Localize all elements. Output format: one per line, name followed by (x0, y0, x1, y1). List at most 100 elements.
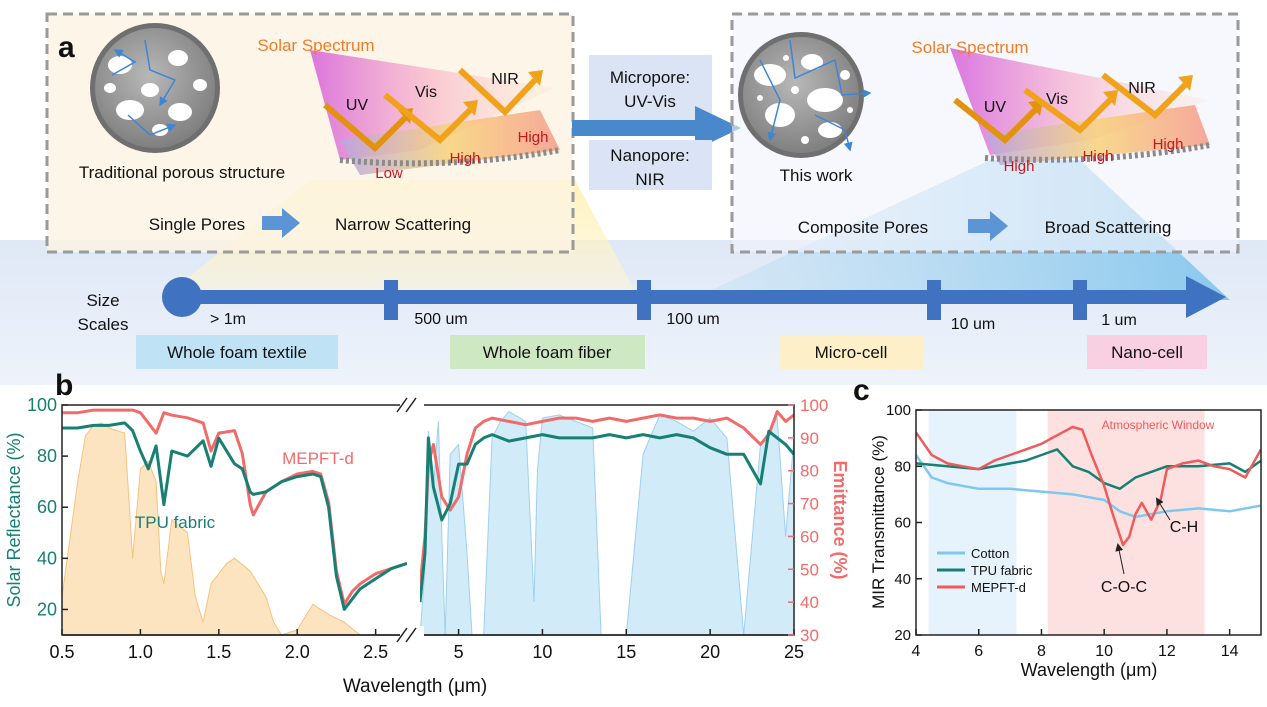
c-legend-mepft: MEPFT-d (971, 580, 1026, 595)
c-xtick-label: 12 (1158, 643, 1176, 660)
c-ytick-label: 20 (894, 627, 911, 644)
c-line-cotton (916, 454, 1261, 519)
single-pores-label: Single Pores (149, 215, 245, 234)
panel-a: a Traditional porous structure Solar Spe… (0, 12, 1267, 385)
b-line-tpu-fabric-left (62, 421, 407, 611)
size-scale-axis (180, 290, 1190, 304)
narrow-scattering-label: Narrow Scattering (335, 215, 471, 234)
panel-b-label: b (55, 369, 73, 402)
axis-break (396, 396, 424, 644)
nanopore-label: Nanopore: (610, 146, 689, 165)
panel-b: b 0.5 1.0 1.5 2.0 2.5 5 10 15 20 25 20 40 60 80 100 30 4… (4, 369, 850, 697)
b-ylabel-left: Solar Reflectance (%) (4, 432, 24, 607)
size-scale-start (162, 277, 202, 317)
b-ytick-right-label: 30 (800, 626, 819, 645)
right-band-vis: Vis (1046, 91, 1068, 108)
b-xtick-label: 0.5 (49, 642, 74, 662)
tick-1um (1073, 280, 1087, 320)
right-level-nir: High (1153, 136, 1184, 153)
c-line-tpu-fabric (916, 448, 1261, 491)
b-xlabel: Wavelength (μm) (343, 676, 487, 697)
right-fabric (985, 105, 1210, 165)
left-band-vis: Vis (415, 84, 437, 101)
left-nir-arrow (457, 67, 543, 117)
c-legend-cotton: Cotton (971, 546, 1009, 561)
b-ytick-left-label: 60 (37, 497, 57, 517)
c-line-mepft-d (916, 425, 1261, 547)
b-ytick-right-label: 70 (800, 495, 819, 514)
left-spectrum-title: Solar Spectrum (257, 36, 374, 55)
left-level-vis: High (450, 150, 481, 167)
c-arrow-coc (1115, 543, 1125, 575)
panel-b-series (62, 408, 794, 611)
category-label-textile: Whole foam textile (167, 343, 307, 362)
c-xtick-label: 14 (1221, 643, 1239, 660)
panel-a-label: a (58, 31, 75, 64)
b-ytick-right-label: 50 (800, 560, 819, 579)
left-vis-arrow (383, 92, 478, 145)
b-ytick-left-label: 80 (37, 446, 57, 466)
c-ylabel: MIR Transmittance (%) (869, 435, 888, 609)
b-ylabel-right: Emittance (%) (830, 460, 850, 579)
b-annotation-mepft: MEPFT-d (282, 449, 354, 468)
c-arrow-ch (1155, 497, 1171, 521)
category-nano-cell (1087, 335, 1207, 369)
b-ytick-right-label: 100 (800, 396, 828, 415)
c-xtick-label: 6 (974, 643, 983, 660)
c-band-atmospheric-window (1047, 410, 1205, 635)
size-scale-arrowhead (1186, 276, 1226, 318)
scale-label-1m: > 1m (210, 311, 246, 328)
atmospheric-transmittance-area (420, 410, 794, 635)
scale-label-100um: 100 um (666, 311, 719, 328)
b-xtick-label: 20 (700, 642, 720, 662)
nanopore-range: NIR (635, 170, 664, 189)
left-fabric (340, 110, 560, 175)
left-spectrum-fan (310, 50, 555, 160)
tick-100um (637, 280, 651, 320)
left-level-nir: High (518, 129, 549, 146)
c-annotation-ch: C-H (1170, 519, 1198, 536)
b-ytick-right-label: 90 (800, 429, 819, 448)
size-scales-title-line2: Scales (77, 315, 128, 334)
b-xtick-label: 1.5 (206, 642, 231, 662)
b-line-tpu-fabric-right (420, 429, 794, 603)
left-band-uv: UV (346, 97, 369, 114)
b-ytick-right-label: 40 (800, 593, 819, 612)
micropore-box (589, 55, 712, 123)
b-ytick-left-label: 40 (37, 548, 57, 568)
traditional-caption: Traditional porous structure (79, 163, 285, 182)
category-whole-foam-textile (136, 335, 338, 369)
panel-c-series (916, 425, 1261, 547)
b-line-mepft-d-right (420, 410, 794, 586)
b-xtick-label: 2.0 (285, 642, 310, 662)
c-annotation-coc: C-O-C (1101, 579, 1147, 596)
category-whole-foam-fiber (450, 335, 645, 369)
traditional-porous-sphere (90, 23, 220, 153)
left-flow-arrow (262, 208, 300, 238)
b-ytick-right-label: 60 (800, 527, 819, 546)
c-ytick-label: 100 (886, 402, 911, 419)
c-xtick-label: 10 (1095, 643, 1113, 660)
panel-c: c Atmospheric Window 4 6 8 10 12 14 20 40 60 80 10… (853, 374, 1262, 680)
b-xtick-label: 10 (532, 642, 552, 662)
right-level-vis: High (1083, 148, 1114, 165)
b-ytick-left-label: 100 (27, 395, 57, 415)
right-spectrum-title: Solar Spectrum (911, 38, 1028, 57)
panel-b-ticks: 0.5 1.0 1.5 2.0 2.5 5 10 15 20 25 20 40 60 80 100 30 40 5… (27, 395, 828, 662)
c-xtick-label: 4 (912, 643, 921, 660)
tick-10um (927, 280, 941, 320)
right-vis-arrow (1023, 87, 1118, 134)
b-xtick-label: 15 (616, 642, 636, 662)
broad-scattering-label: Broad Scattering (1045, 218, 1172, 237)
right-flow-arrow (968, 211, 1008, 241)
this-work-caption: This work (780, 166, 853, 185)
c-window-label: Atmospheric Window (1102, 418, 1215, 432)
category-label-nano: Nano-cell (1111, 343, 1183, 362)
panel-c-label: c (853, 374, 870, 407)
size-scales-title-line1: Size (86, 291, 119, 310)
c-ytick-label: 80 (894, 458, 911, 475)
c-ytick-label: 60 (894, 515, 911, 532)
category-label-micro: Micro-cell (815, 343, 888, 362)
category-label-fiber: Whole foam fiber (483, 343, 612, 362)
atmospheric-transmittance-fill (420, 410, 794, 635)
